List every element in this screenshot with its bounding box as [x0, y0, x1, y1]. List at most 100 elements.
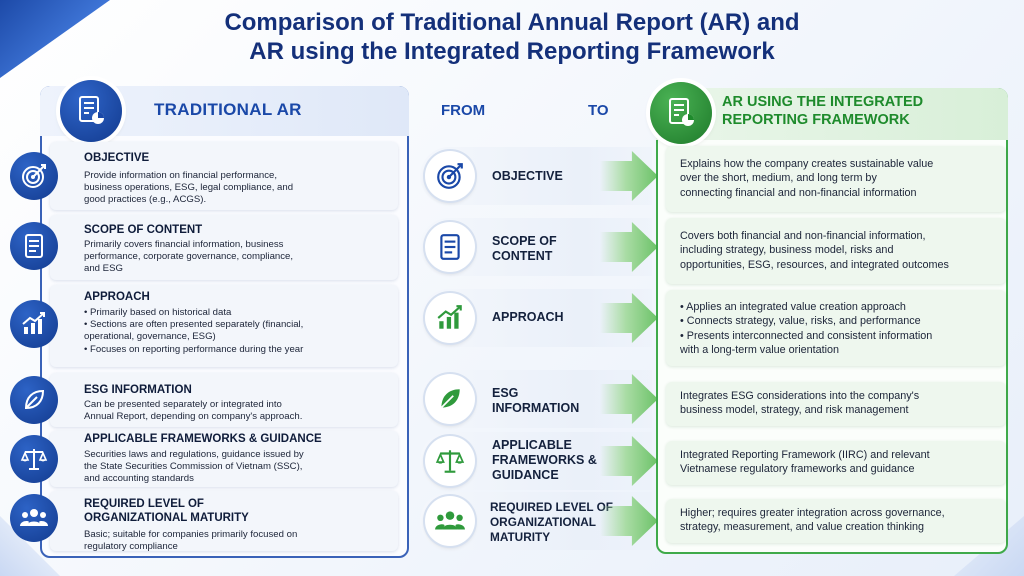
corner-decoration — [0, 0, 110, 78]
right-card-approach — [666, 290, 1006, 366]
mid-label: ESG INFORMATION — [492, 386, 579, 416]
body-line: Annual Report, depending on company's ap… — [84, 411, 303, 423]
chart-growth-icon — [425, 293, 475, 343]
people-icon — [425, 496, 475, 546]
label-line: FRAMEWORKS & — [492, 453, 597, 467]
right-card-esg — [666, 382, 1006, 426]
right-card-objective — [666, 146, 1006, 212]
scales-icon — [425, 436, 475, 486]
body-line: • Connects strategy, value, risks, and p… — [680, 315, 921, 328]
body-line: good practices (e.g., ACGS). — [84, 194, 207, 206]
body-line: and accounting standards — [84, 473, 194, 485]
report-icon — [650, 82, 712, 144]
body-line: • Primarily based on historical data — [84, 307, 232, 318]
label-line: MATURITY — [490, 530, 551, 544]
label-line: OBJECTIVE — [492, 169, 563, 183]
left-card-scope — [50, 215, 398, 280]
body-line: regulatory compliance — [84, 541, 178, 553]
right-card-frameworks — [666, 441, 1006, 485]
left-card-body: Primarily covers financial information, … — [84, 239, 346, 276]
title-line: Comparison of Traditional Annual Report … — [224, 9, 800, 36]
body-line: • Applies an integrated value creation a… — [680, 301, 906, 313]
title-line: AR using the Integrated Reporting Framew… — [249, 38, 775, 65]
body-line: Basic; suitable for companies primarily … — [84, 529, 298, 540]
left-card-body: Can be presented separately or integrate… — [84, 399, 346, 423]
body-line: business operations, ESG, legal complian… — [84, 182, 294, 194]
scales-icon — [10, 435, 58, 483]
body-line: Securities laws and regulations, guidanc… — [84, 449, 304, 460]
label-line: INFORMATION — [492, 401, 580, 415]
mid-label: REQUIRED LEVEL OF ORGANIZATIONAL MATURIT… — [490, 500, 613, 545]
body-line: Integrated Reporting Framework (IIRC) an… — [680, 449, 930, 461]
label-line: CONTENT — [492, 249, 553, 263]
left-card-title: OBJECTIVE — [84, 152, 150, 164]
right-card-body: Covers both financial and non-financial … — [680, 229, 1005, 272]
body-line: business model, strategy, and risk manag… — [680, 404, 909, 417]
body-line: strategy, measurement, and value creatio… — [680, 521, 925, 534]
right-card-body: Higher; requires greater integration acr… — [680, 506, 1005, 535]
body-line: connecting financial and non-financial i… — [680, 186, 917, 199]
body-line: with a long-term value orientation — [680, 344, 840, 357]
body-line: Primarily covers financial information, … — [84, 239, 284, 250]
body-line: Higher; requires greater integration acr… — [680, 507, 945, 519]
label-line: ORGANIZATIONAL — [490, 515, 596, 529]
body-line: Integrates ESG considerations into the c… — [680, 390, 920, 402]
mid-label: APPROACH — [492, 310, 564, 325]
body-line: over the short, medium, and long term by — [680, 172, 877, 185]
label-line: SCOPE OF — [492, 234, 557, 248]
body-line: Covers both financial and non-financial … — [680, 230, 926, 242]
target-icon — [425, 151, 475, 201]
to-label: TO — [588, 102, 609, 119]
label-line: GUIDANCE — [492, 468, 559, 482]
body-line: • Focuses on reporting performance durin… — [84, 343, 304, 355]
mid-label: SCOPE OF CONTENT — [492, 234, 557, 264]
body-line: the State Securities Commission of Vietn… — [84, 461, 303, 473]
chart-growth-icon — [10, 300, 58, 348]
left-card-title: SCOPE OF CONTENT — [84, 224, 203, 236]
page-title: Comparison of Traditional Annual Report … — [120, 8, 904, 66]
label-line: REQUIRED LEVEL OF — [490, 500, 614, 514]
header-line: REPORTING FRAMEWORK — [722, 112, 910, 128]
body-line: • Sections are often presented separatel… — [84, 319, 304, 331]
left-card-frameworks — [50, 431, 398, 487]
right-card-body: Integrated Reporting Framework (IIRC) an… — [680, 448, 1005, 477]
left-card-title: ESG INFORMATION — [84, 384, 192, 396]
report-icon — [60, 80, 122, 142]
body-line: Vietnamese regulatory frameworks and gui… — [680, 463, 915, 476]
mid-label: APPLICABLE FRAMEWORKS & GUIDANCE — [492, 438, 597, 483]
left-card-title: APPROACH — [84, 291, 150, 303]
right-card-body: • Applies an integrated value creation a… — [680, 300, 1005, 358]
label-line: ESG — [492, 386, 519, 400]
right-card-body: Explains how the company creates sustain… — [680, 157, 1005, 200]
leaf-icon — [10, 376, 58, 424]
body-line: Can be presented separately or integrate… — [84, 399, 282, 410]
left-card-body: Basic; suitable for companies primarily … — [84, 529, 346, 553]
left-card-esg — [50, 373, 398, 427]
body-line: and ESG — [84, 263, 123, 275]
body-line: opportunities, ESG, resources, and integ… — [680, 258, 949, 271]
header-line: AR USING THE INTEGRATED — [722, 94, 924, 110]
left-card-approach — [50, 285, 398, 367]
document-icon — [425, 222, 475, 272]
people-icon — [10, 494, 58, 542]
integrated-ar-title: AR USING THE INTEGRATED REPORTING FRAMEW… — [722, 93, 923, 129]
right-card-scope — [666, 218, 1006, 284]
right-card-maturity — [666, 499, 1006, 543]
left-card-title: APPLICABLE FRAMEWORKS & GUIDANCE — [84, 433, 322, 445]
document-icon — [10, 222, 58, 270]
left-card-body: Securities laws and regulations, guidanc… — [84, 449, 346, 486]
left-card-objective — [50, 142, 398, 210]
left-card-body: • Primarily based on historical data • S… — [84, 307, 346, 356]
mid-label: OBJECTIVE — [492, 169, 563, 184]
left-card-body: Provide information on financial perform… — [84, 170, 346, 207]
body-line: • Presents interconnected and consistent… — [680, 329, 933, 342]
label-line: APPLICABLE — [492, 438, 572, 452]
body-line: Explains how the company creates sustain… — [680, 158, 934, 170]
title-line: REQUIRED LEVEL OF — [84, 498, 204, 510]
left-card-maturity — [50, 491, 398, 551]
body-line: Provide information on financial perform… — [84, 170, 278, 181]
integrated-ar-header — [656, 88, 1008, 140]
from-label: FROM — [441, 102, 486, 119]
body-line: performance, corporate governance, compl… — [84, 251, 294, 263]
leaf-icon — [425, 374, 475, 424]
